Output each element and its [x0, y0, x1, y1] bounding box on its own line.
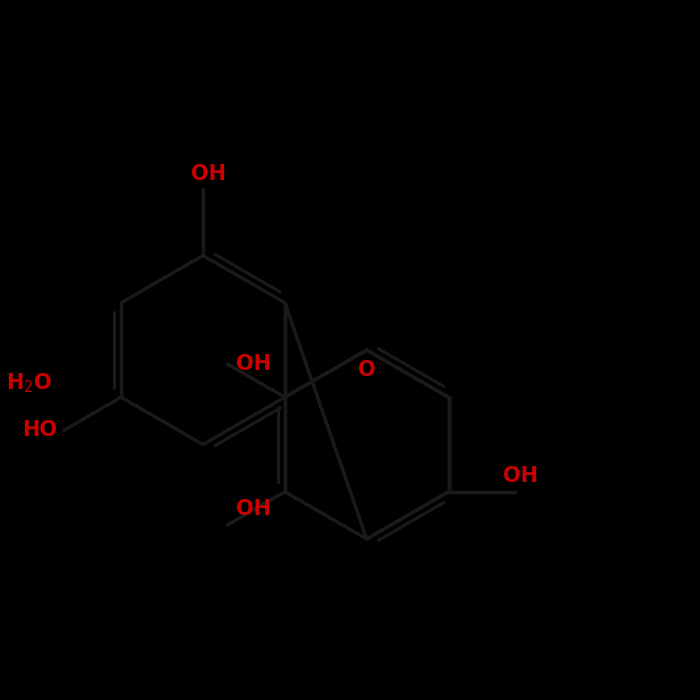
- Text: H$_2$O: H$_2$O: [6, 371, 52, 395]
- Text: OH: OH: [236, 499, 271, 519]
- Text: OH: OH: [191, 164, 226, 184]
- Text: OH: OH: [503, 466, 538, 486]
- Text: O: O: [358, 360, 375, 379]
- Text: HO: HO: [22, 420, 57, 440]
- Text: OH: OH: [236, 354, 271, 374]
